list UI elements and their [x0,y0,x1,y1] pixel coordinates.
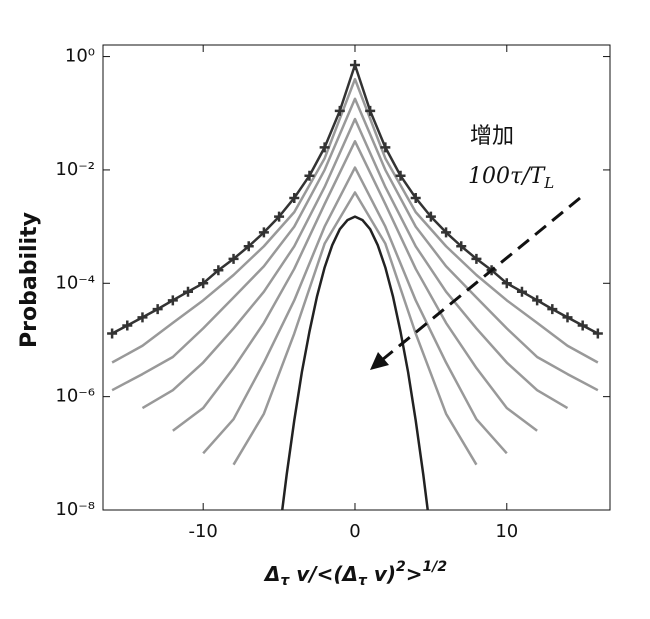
series-line [141,117,569,410]
plus-marker [349,59,360,70]
x-tick-label: 10 [495,521,518,542]
plus-marker [410,192,421,203]
plus-marker [365,105,376,116]
plus-marker [592,328,603,339]
x-label-part: 2 [396,559,406,575]
plus-marker [152,304,163,315]
x-tick-label: 0 [349,521,360,542]
series-line [232,191,478,466]
x-label-part: v/<(Δ [289,562,358,586]
plus-marker [198,278,209,289]
plus-marker [137,312,148,323]
series-line [202,166,508,455]
y-tick-label: 10⁻⁴ [55,272,95,293]
x-label-part: 1/2 [423,559,448,575]
series-line [172,140,538,432]
plus-marker [183,286,194,297]
series-line [111,77,599,364]
x-label-part: τ [358,573,368,589]
annotation-sub: L [543,174,554,192]
plus-marker [274,211,285,222]
plus-marker [441,227,452,238]
arrow-head [370,352,389,370]
plus-marker [501,278,512,289]
plus-marker [577,320,588,331]
x-label-part: τ [280,573,290,589]
plus-marker [228,253,239,264]
plus-marker [380,142,391,153]
series-line [111,63,599,335]
plus-marker [167,295,178,306]
plus-marker [532,295,543,306]
y-tick-label: 10⁻⁸ [55,499,95,520]
plus-marker [258,227,269,238]
y-tick-label: 10⁻⁶ [55,386,95,407]
y-tick-label: 10⁰ [65,46,95,67]
plus-marker [243,241,254,252]
annotation: 增加 [470,124,514,149]
series-line [111,97,599,392]
curves [107,59,603,510]
y-axis-label: Probability [17,212,42,348]
plus-marker [319,142,330,153]
plus-marker [304,170,315,181]
x-label-part: Δ [263,562,280,586]
plus-marker [213,265,224,276]
plus-marker [456,241,467,252]
plus-marker [547,304,558,315]
plus-marker [395,170,406,181]
y-tick-label: 10⁻² [55,159,95,180]
plus-marker [562,312,573,323]
x-label-part: > [406,562,423,586]
plus-marker [471,253,482,264]
x-axis-label: Δτ v/<(Δτ v)2>1/2 [263,559,447,589]
plus-marker [516,286,527,297]
series-line [280,215,429,510]
plot-frame [102,44,611,511]
plus-marker [122,320,133,331]
annotation: 100τ/TL [468,164,554,192]
annotation-main: 100τ/T [468,164,547,189]
x-label-part: v) [367,562,396,586]
plus-marker [107,328,118,339]
plus-marker [289,192,300,203]
plus-marker [425,211,436,222]
plus-marker [334,105,345,116]
x-tick-label: -10 [188,521,217,542]
